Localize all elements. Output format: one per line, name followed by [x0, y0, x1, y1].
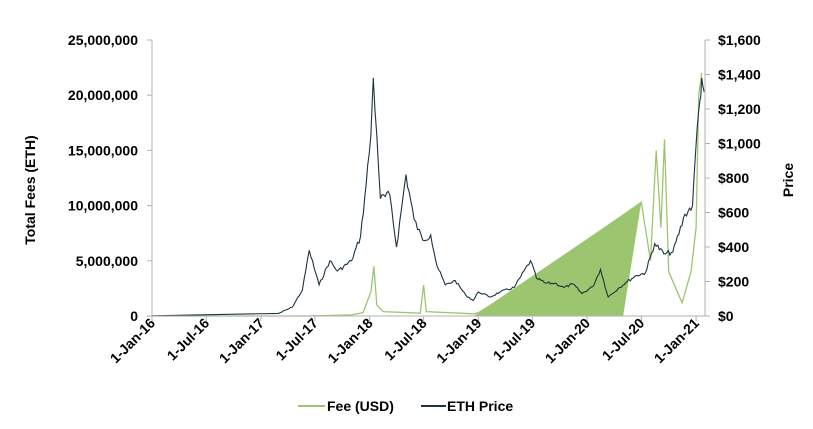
y-right-tick-label: $1,000 [718, 136, 761, 152]
y-right-tick-label: $800 [718, 170, 749, 186]
legend: Fee (USD) ETH Price [298, 398, 513, 414]
axes [147, 39, 710, 321]
fee-area-wedge [473, 202, 642, 316]
y-right-tick-label: $1,400 [718, 67, 761, 83]
y-right-tick-label: $400 [718, 239, 749, 255]
y-right-tick-label: $200 [718, 274, 749, 290]
x-tick-label: 1-Jan-18 [324, 315, 376, 367]
y-axis-right-label: Price [780, 163, 796, 197]
y-left-tick-label: 15,000,000 [68, 142, 138, 158]
y-left-tick-label: 5,000,000 [76, 253, 138, 269]
x-tick-label: 1-Jan-20 [542, 315, 594, 367]
y-left-tick-label: 0 [130, 308, 138, 324]
x-tick-label: 1-Jul-20 [599, 315, 648, 364]
x-tick-label: 1-Jan-17 [216, 315, 268, 367]
y-left-tick-label: 20,000,000 [68, 87, 138, 103]
x-tick-label: 1-Jul-17 [272, 315, 321, 364]
x-tick-label: 1-Jul-18 [381, 315, 430, 364]
y-right-tick-label: $1,600 [718, 32, 761, 48]
legend-fee-label: Fee (USD) [327, 398, 394, 414]
x-tick-label: 1-Jul-16 [164, 315, 213, 364]
x-tick-label: 1-Jan-21 [651, 315, 703, 367]
x-tick-label: 1-Jul-19 [490, 315, 539, 364]
eth-price-series [151, 77, 705, 317]
x-tick-label: 1-Jan-19 [433, 315, 485, 367]
price-line [151, 77, 705, 317]
y-right-tick-label: $1,200 [718, 101, 761, 117]
legend-price-label: ETH Price [447, 398, 513, 414]
y-right-tick-label: $600 [718, 205, 749, 221]
fee-line [152, 73, 703, 317]
y-right-tick-label: $0 [718, 308, 734, 324]
y-left-tick-label: 25,000,000 [68, 32, 138, 48]
y-left-tick-label: 10,000,000 [68, 198, 138, 214]
fee-series [152, 73, 703, 317]
y-axis-left-label: Total Fees (ETH) [22, 135, 38, 244]
